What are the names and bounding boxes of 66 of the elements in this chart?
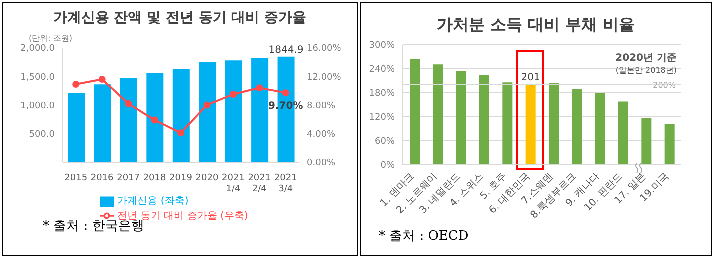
y-tick-label: 300% [369,41,396,52]
bar [480,75,490,165]
y-tick-label: 500.0 [29,130,56,140]
bar [595,93,606,165]
y2-tick-label: 4.00% [307,130,336,140]
data-label: 9.70% [268,101,304,112]
annotation: 2020년 기준 [616,52,677,65]
point [125,100,132,108]
bar [252,58,269,162]
y-tick-label: 240% [369,65,396,76]
y2-tick-label: 8.00% [307,101,336,112]
ref-line-label: 200% [653,80,676,90]
bar [94,84,112,162]
bar [225,60,242,162]
y-tick-label: 180% [369,89,396,100]
x-tick-label: 2015 [64,173,88,184]
y-tick-label: 60% [374,137,396,148]
bar [549,83,559,165]
bar [456,71,466,165]
y-tick-label: 2,000.0 [20,44,56,54]
bar [172,69,190,162]
point [151,116,158,124]
point [256,84,264,92]
annotation: (일본만 2018년) [616,65,677,76]
bar [120,78,138,162]
y-tick-label: 0% [380,161,396,172]
point [178,130,184,137]
y2-tick-label: 16.00% [307,44,342,54]
bar [618,102,628,165]
x-tick-label: 2020 [196,173,219,184]
y-tick-label: 120% [369,113,396,124]
bar [664,124,675,165]
data-label: 1844.9 [268,44,304,56]
bar [572,89,582,165]
bar [502,82,513,165]
x-tick-label: 2019 [170,173,193,184]
point [98,76,106,83]
bar [410,59,420,165]
bar [642,118,652,165]
data-label: 201 [521,72,540,84]
bar [68,93,85,162]
legend-label: 가계신용 (좌축) [118,196,189,208]
legend-label: 전년 동기 대비 증가율 (우축) [118,210,248,222]
x-tick-label: 2021 2/4 [248,173,272,194]
text: * 출처 : OECD [379,228,469,245]
x-tick-label: 2016 [90,173,114,184]
x-tick-label: 2017 [117,173,140,184]
bar [526,84,536,165]
bar [146,73,164,162]
y2-tick-label: 0.00% [307,158,336,169]
x-tick-label: 2021 3/4 [274,173,298,194]
point [72,80,80,88]
x-tick-label: 2018 [143,173,167,184]
chart-title: 가계신용 잔액 및 전년 동기 대비 증가율 [52,9,308,27]
point [204,102,211,109]
y-tick-label: 1,000.0 [20,101,56,112]
bar [433,64,444,165]
chart-title: 가처분 소득 대비 부채 비율 [436,15,636,36]
y2-tick-label: 12.00% [307,72,342,83]
bar [199,62,216,162]
point [282,90,290,97]
x-tick-label: 2021 1/4 [222,173,245,194]
y-tick-label: 1,500.0 [20,72,56,83]
point [230,91,237,98]
text: * 출처 : 한국은행 [43,219,144,235]
y-axis-title: (단위: 조원) [29,33,72,44]
